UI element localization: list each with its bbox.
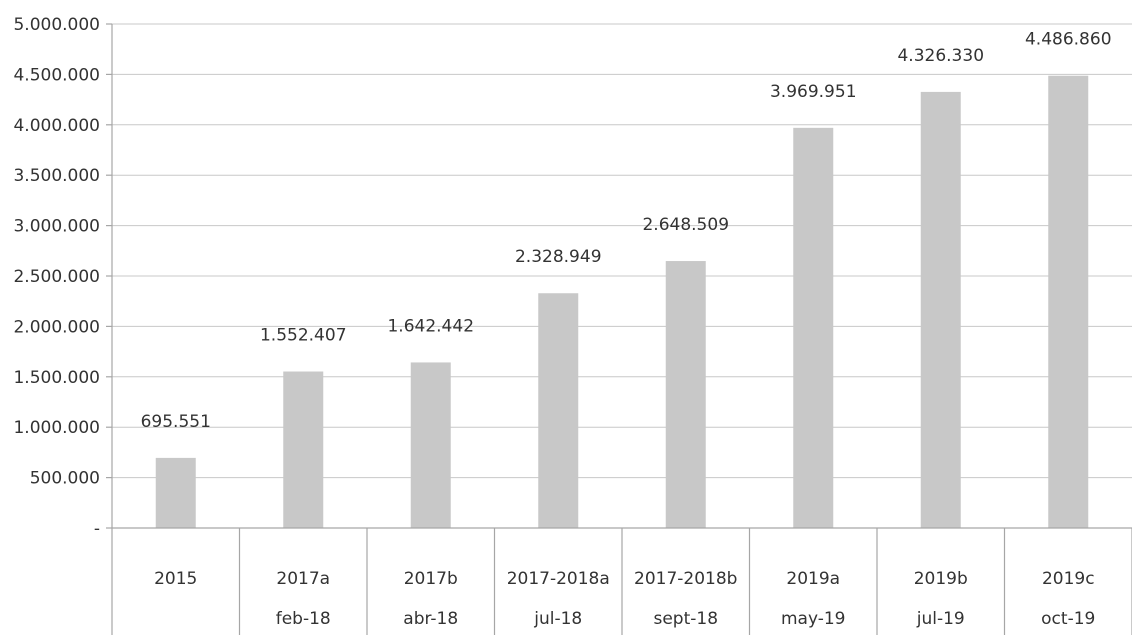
data-label: 2.648.509 [642, 215, 729, 235]
x-category-label: 2019c [1042, 569, 1095, 589]
data-label: 3.969.951 [770, 82, 857, 102]
bar [665, 261, 706, 528]
bar [920, 91, 961, 528]
y-tick-label: 1.000.000 [13, 418, 100, 438]
x-axis-categories: 2015 2017a feb-18 2017b abr-18 2017-2018a jul-… [154, 569, 1095, 629]
x-subcategory-label: jul-18 [533, 609, 582, 629]
y-tick-label: 4.500.000 [13, 65, 100, 85]
y-tick-label: 1.500.000 [13, 368, 100, 388]
x-subcategory-label: sept-18 [653, 609, 718, 629]
bars [155, 75, 1089, 528]
x-category-label: 2015 [154, 569, 197, 589]
y-tick-label: 500.000 [30, 469, 100, 489]
x-category-label: 2017-2018b [634, 569, 737, 589]
x-category-label: 2019b [914, 569, 968, 589]
x-category-label: 2017-2018a [507, 569, 610, 589]
x-subcategory-label: may-19 [781, 609, 846, 629]
x-subcategory-label: feb-18 [276, 609, 331, 629]
data-label: 4.486.860 [1025, 30, 1112, 50]
gridlines [112, 23, 1132, 479]
x-subcategory-label: jul-19 [916, 609, 965, 629]
axes [106, 23, 1132, 635]
x-category-label: 2017a [276, 569, 330, 589]
x-subcategory-label: abr-18 [403, 609, 458, 629]
y-tick-label: 2.500.000 [13, 267, 100, 287]
x-category-label: 2017b [404, 569, 458, 589]
data-label: 2.328.949 [515, 247, 602, 267]
y-tick-label: 3.500.000 [13, 166, 100, 186]
data-label: 695.551 [141, 412, 211, 432]
bar [410, 362, 451, 528]
bar [155, 457, 196, 528]
data-label: 4.326.330 [897, 46, 984, 66]
bar [793, 127, 834, 528]
y-tick-label: 3.000.000 [13, 217, 100, 237]
bar [538, 293, 579, 528]
data-labels: 695.551 1.552.407 1.642.442 2.328.949 2.648.… [141, 30, 1112, 432]
x-subcategory-label: oct-19 [1041, 609, 1095, 629]
bar [283, 371, 324, 528]
data-label: 1.552.407 [260, 326, 347, 346]
y-tick-label: - [94, 519, 100, 539]
y-tick-label: 4.000.000 [13, 116, 100, 136]
bar [1048, 75, 1089, 528]
x-category-label: 2019a [786, 569, 840, 589]
y-tick-label: 2.000.000 [13, 317, 100, 337]
y-tick-label: 5.000.000 [13, 15, 100, 35]
data-label: 1.642.442 [387, 316, 474, 336]
y-axis-ticks: - 500.000 1.000.000 1.500.000 2.000.000 2.500… [13, 15, 100, 539]
